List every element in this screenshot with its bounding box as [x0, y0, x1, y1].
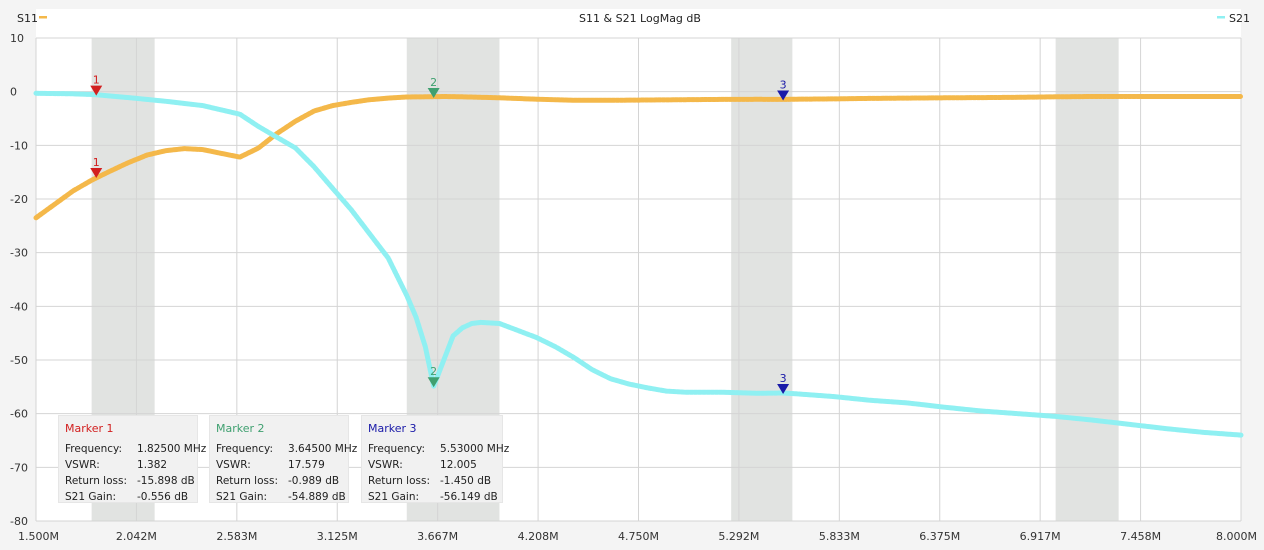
s11-header-label: S11 — [17, 12, 38, 25]
marker-2-rl-label: Return loss: — [216, 475, 279, 487]
marker-1-box: Marker 1 Frequency: 1.82500 MHz VSWR: 1.38… — [58, 415, 206, 503]
marker-1-freq-label: Frequency: — [65, 443, 123, 455]
marker-3-freq-label: Frequency: — [368, 443, 426, 455]
marker-3-title: Marker 3 — [368, 422, 417, 435]
x-tick-label: 6.375M — [919, 530, 960, 543]
chart-title: S11 & S21 LogMag dB — [579, 12, 701, 25]
x-tick-label: 6.917M — [1020, 530, 1061, 543]
marker-2-gain-label: S21 Gain: — [216, 491, 268, 503]
x-tick-label: 2.042M — [116, 530, 157, 543]
marker-3-freq-value: 5.53000 MHz — [440, 443, 510, 455]
x-tick-label: 4.208M — [518, 530, 559, 543]
marker-2-table: Frequency: 3.64500 MHz VSWR: 17.579 Return… — [216, 442, 357, 506]
marker-1-gain-value: -0.556 dB — [137, 491, 189, 503]
x-tick-label: 5.833M — [819, 530, 860, 543]
marker-1-rl-value: -15.898 dB — [137, 475, 195, 487]
marker-1-s11-label: 1 — [93, 156, 100, 169]
marker-3-s21-triangle — [777, 383, 790, 394]
marker-3-rl-value: -1.450 dB — [440, 475, 492, 487]
marker-3-rl-label: Return loss: — [368, 475, 431, 487]
marker-3-gain-label: S21 Gain: — [368, 491, 420, 503]
band-highlight-4 — [1055, 38, 1119, 521]
marker-1-vswr-value: 1.382 — [137, 459, 168, 471]
marker-2-s11-label: 2 — [430, 76, 437, 89]
marker-2-s21-triangle — [427, 377, 440, 388]
marker-2-rl-value: -0.989 dB — [288, 475, 340, 487]
s21-trace — [33, 90, 1244, 438]
marker-3-s11-label: 3 — [780, 78, 787, 91]
y-tick-label: -70 — [10, 461, 28, 474]
marker-1-s21-label: 1 — [93, 74, 100, 87]
marker-3-gain-value: -56.149 dB — [440, 491, 498, 503]
marker-2-title: Marker 2 — [216, 422, 265, 435]
x-tick-label: 4.750M — [618, 530, 659, 543]
y-tick-label: -60 — [10, 408, 28, 421]
marker-1-s21-triangle — [90, 85, 103, 96]
marker-2-vswr-value: 17.579 — [288, 459, 325, 471]
s11-legend-swatch — [39, 16, 47, 19]
x-tick-label: 5.292M — [718, 530, 759, 543]
x-tick-label: 1.500M — [18, 530, 59, 543]
marker-3-box: Marker 3 Frequency: 5.53000 MHz VSWR: 12.0… — [361, 415, 509, 503]
x-tick-label: 2.583M — [216, 530, 257, 543]
marker-1-table: Frequency: 1.82500 MHz VSWR: 1.382 Return … — [65, 442, 206, 506]
marker-1-title: Marker 1 — [65, 422, 114, 435]
marker-2-vswr-label: VSWR: — [216, 459, 251, 471]
x-tick-label: 7.458M — [1120, 530, 1161, 543]
y-tick-label: -50 — [10, 354, 28, 367]
x-tick-label: 8.000M — [1216, 530, 1257, 543]
marker-3-s11-triangle — [777, 90, 790, 101]
marker-3-s21-label: 3 — [780, 372, 787, 385]
band-highlight-3 — [731, 38, 793, 521]
marker-2-freq-value: 3.64500 MHz — [288, 443, 358, 455]
marker-1-vswr-label: VSWR: — [65, 459, 100, 471]
s21-legend-swatch — [1217, 16, 1225, 19]
y-tick-label: -80 — [10, 515, 28, 528]
marker-1-gain-label: S21 Gain: — [65, 491, 117, 503]
marker-2-freq-label: Frequency: — [216, 443, 274, 455]
marker-2-s11-triangle — [427, 87, 440, 98]
marker-1-freq-value: 1.82500 MHz — [137, 443, 207, 455]
marker-1-s11-triangle — [90, 167, 103, 178]
marker-3-vswr-value: 12.005 — [440, 459, 477, 471]
y-tick-label: 0 — [10, 86, 17, 99]
x-tick-label: 3.125M — [317, 530, 358, 543]
y-tick-label: 10 — [10, 32, 24, 45]
y-tick-label: -40 — [10, 300, 28, 313]
marker-1-rl-label: Return loss: — [65, 475, 128, 487]
s21-header-label: S21 — [1229, 12, 1250, 25]
s11-trace — [33, 94, 1244, 221]
marker-2-s21-label: 2 — [430, 365, 437, 378]
marker-3-table: Frequency: 5.53000 MHz VSWR: 12.005 Return… — [368, 442, 509, 506]
marker-3-vswr-label: VSWR: — [368, 459, 403, 471]
marker-2-gain-value: -54.889 dB — [288, 491, 346, 503]
y-tick-label: -10 — [10, 139, 28, 152]
y-tick-label: -20 — [10, 193, 28, 206]
marker-2-box: Marker 2 Frequency: 3.64500 MHz VSWR: 17.5… — [209, 415, 357, 503]
y-tick-label: -30 — [10, 247, 28, 260]
x-tick-label: 3.667M — [417, 530, 458, 543]
